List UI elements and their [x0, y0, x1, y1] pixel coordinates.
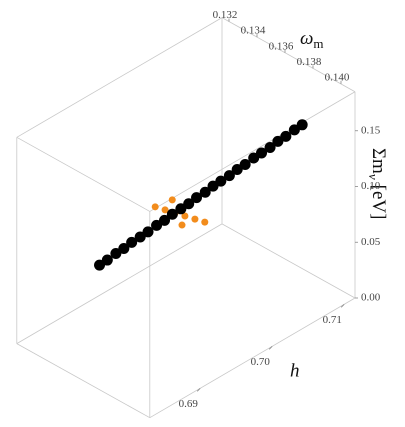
point	[151, 219, 163, 231]
box-edge	[149, 91, 356, 212]
zticks-label: 0.05	[361, 236, 381, 248]
xticks-label: 0.136	[269, 40, 294, 52]
point	[207, 180, 219, 192]
point	[178, 221, 186, 229]
point	[199, 186, 211, 198]
point	[159, 214, 171, 226]
point	[296, 119, 308, 131]
z-label-sub: ν	[366, 174, 381, 180]
point	[118, 243, 130, 255]
point	[181, 212, 189, 220]
point	[134, 231, 146, 243]
zticks-label: 0.00	[361, 292, 381, 304]
box-edge	[221, 17, 356, 93]
z-label-symbol: Σm	[368, 148, 389, 174]
point	[166, 208, 178, 220]
point	[288, 124, 300, 136]
yticks-mark	[268, 346, 273, 350]
zticks-label: 0.15	[361, 124, 381, 136]
yticks-label: 0.69	[179, 398, 199, 410]
xticks-label: 0.138	[297, 56, 322, 68]
xticks-label: 0.134	[241, 25, 266, 37]
point	[272, 135, 284, 147]
point	[231, 163, 243, 175]
point	[126, 236, 138, 248]
point	[256, 147, 268, 159]
point	[201, 218, 209, 226]
point	[168, 196, 176, 204]
point	[94, 259, 106, 271]
box-edge	[221, 223, 356, 299]
yticks-mark	[340, 304, 345, 308]
point	[191, 215, 199, 223]
yticks-label: 0.70	[251, 356, 271, 368]
box-edge	[16, 17, 223, 138]
box-edge	[16, 223, 223, 344]
point	[248, 152, 260, 164]
x-axis-label: ωm	[300, 28, 324, 51]
box-edge	[16, 343, 150, 419]
box-edge	[16, 136, 150, 212]
point	[110, 247, 122, 259]
point	[239, 159, 251, 171]
xticks-label: 0.140	[325, 71, 350, 83]
point	[175, 203, 187, 215]
y-axis-label: h	[290, 360, 300, 381]
point	[191, 192, 203, 204]
point	[161, 206, 169, 214]
point	[151, 203, 159, 211]
point	[280, 130, 292, 142]
yticks-mark	[196, 388, 201, 392]
z-axis-label: Σmν [eV]	[366, 148, 389, 219]
zticks-label: 0.10	[361, 180, 381, 192]
point	[215, 175, 227, 187]
x-label-sub: m	[313, 36, 323, 51]
point	[101, 254, 113, 266]
box-edge	[149, 297, 356, 419]
yticks-label: 0.71	[323, 314, 342, 326]
x-label-symbol: ω	[300, 28, 313, 49]
xticks-label: 0.132	[213, 9, 238, 21]
point	[223, 170, 235, 182]
point	[264, 141, 276, 153]
z-label-unit: [eV]	[368, 185, 389, 220]
point	[183, 198, 195, 210]
point	[142, 226, 154, 238]
